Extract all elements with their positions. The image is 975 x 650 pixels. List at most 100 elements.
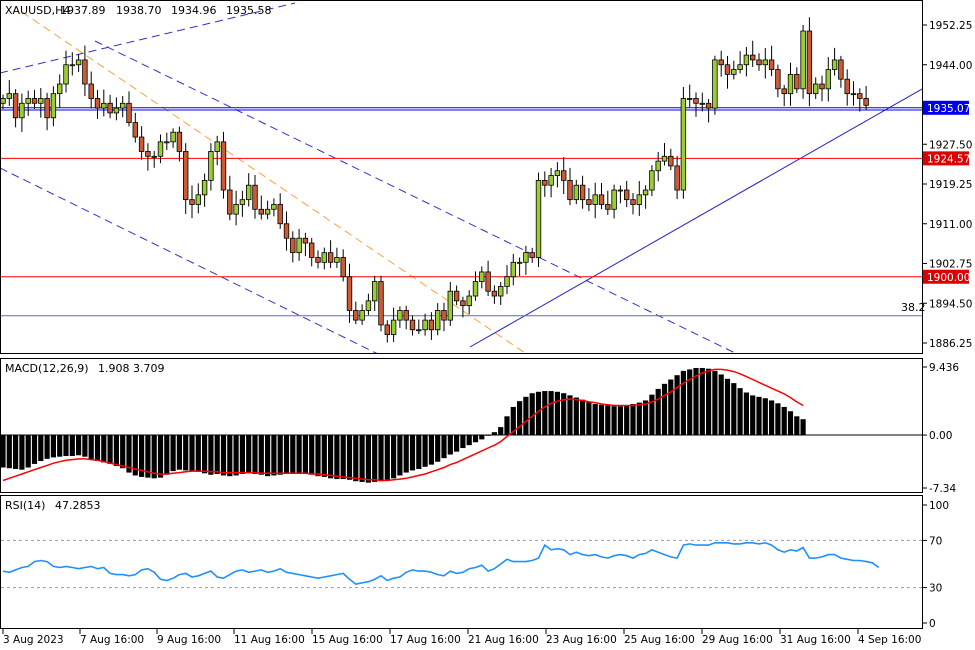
candle-body	[384, 324, 390, 335]
candle	[573, 179, 579, 205]
candle-body	[831, 59, 838, 70]
price-tick-label: 1886.25	[929, 338, 972, 350]
rsi-value: 47.2853	[55, 499, 101, 512]
candle-body	[724, 64, 731, 75]
macd-bar	[391, 435, 397, 479]
macd-bar	[346, 435, 353, 480]
rsi-panel-frame	[0, 495, 923, 629]
candle-body	[787, 73, 794, 95]
candle-body	[510, 261, 516, 278]
candle	[365, 293, 372, 316]
candle	[586, 187, 592, 212]
candle	[346, 263, 353, 323]
candle-body	[126, 102, 132, 123]
candle-body	[38, 98, 44, 104]
candle	[453, 285, 460, 306]
price-tick-label: 1911.00	[929, 219, 972, 231]
candle	[57, 74, 63, 108]
candle	[378, 275, 384, 332]
candle	[359, 304, 365, 325]
candle	[258, 195, 264, 220]
candle	[762, 47, 768, 79]
candle	[504, 265, 510, 295]
candle	[6, 80, 12, 106]
candle-body	[397, 310, 403, 321]
macd-bar	[94, 435, 101, 462]
candle-body	[1, 98, 6, 104]
macd-bar	[605, 405, 611, 436]
macd-bar	[529, 393, 535, 436]
candle	[598, 183, 605, 210]
candle	[535, 172, 542, 267]
candle	[491, 285, 498, 304]
candle	[120, 96, 126, 118]
candle-body	[466, 295, 472, 307]
candle	[12, 89, 19, 128]
macd-bar	[258, 435, 264, 475]
candle	[334, 247, 340, 268]
candle-body	[346, 276, 353, 311]
channel-middle-line	[94, 40, 736, 353]
rsi-axis: 100 70 30 0	[922, 500, 949, 630]
macd-bar	[542, 391, 548, 436]
candle-body	[649, 170, 655, 191]
macd-bar	[441, 435, 447, 459]
candle	[409, 315, 416, 336]
candle	[819, 75, 825, 102]
candle-body	[277, 204, 283, 225]
candle-body	[327, 252, 334, 263]
candle	[101, 89, 107, 117]
candle	[422, 313, 428, 336]
macd-bar	[113, 435, 119, 467]
candle	[731, 60, 737, 80]
macd-bar	[718, 374, 724, 436]
candle	[88, 71, 94, 109]
candle	[579, 175, 586, 209]
candle	[157, 134, 164, 164]
candle	[718, 50, 724, 77]
price-tick-label: 1919.25	[929, 179, 972, 191]
candle-body	[201, 179, 208, 196]
candle	[321, 247, 327, 270]
macd-bar	[687, 369, 693, 436]
candle-body	[195, 194, 201, 205]
candle-body	[762, 59, 768, 66]
candle	[75, 54, 82, 73]
candle	[687, 84, 693, 108]
candle-body	[120, 102, 126, 109]
candle	[649, 165, 655, 197]
candle-body	[479, 271, 485, 282]
macd-bar	[466, 435, 472, 446]
candle	[857, 88, 863, 112]
macd-bar	[680, 370, 686, 436]
candle-body	[586, 199, 592, 205]
candle	[510, 253, 516, 286]
macd-bar	[416, 435, 422, 469]
candle	[434, 303, 441, 336]
candle-body	[151, 155, 157, 158]
candle-body	[176, 131, 183, 152]
macd-bar	[655, 388, 661, 436]
price-tick-label: 1894.50	[929, 298, 972, 310]
macd-bar	[233, 435, 239, 476]
macd-bar	[227, 435, 233, 477]
candle-body	[296, 237, 302, 254]
macd-bar	[220, 435, 227, 476]
candle-body	[220, 141, 227, 191]
candle	[403, 305, 409, 330]
candle	[831, 47, 838, 76]
candle-body	[699, 102, 705, 105]
candle	[189, 185, 195, 219]
macd-bar	[397, 435, 403, 476]
candle	[296, 228, 302, 261]
candle-body	[308, 242, 315, 258]
macd-bar	[460, 435, 466, 449]
macd-bar	[277, 435, 283, 475]
macd-bar	[359, 435, 365, 482]
macd-histogram	[1, 367, 922, 483]
ohlc-open: 1937.89	[60, 4, 106, 17]
macd-bar	[271, 435, 277, 476]
candle-body	[12, 93, 19, 119]
candle	[283, 211, 290, 251]
